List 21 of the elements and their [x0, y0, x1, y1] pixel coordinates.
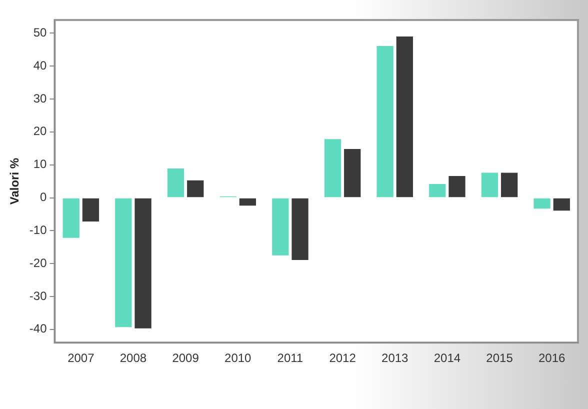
y-tick-label: -40	[29, 322, 48, 336]
x-tick-label: 2009	[172, 351, 200, 366]
y-tick-label: -20	[29, 256, 48, 270]
x-tick-label: 2015	[486, 351, 514, 366]
x-tick-label: 2016	[538, 351, 566, 366]
x-tick-label: 2008	[120, 351, 147, 366]
x-tick-label: 2012	[329, 351, 356, 366]
y-tick-label: 20	[33, 124, 48, 138]
y-tick-label: 0	[40, 190, 48, 204]
y-tick-label: 10	[33, 157, 48, 172]
y-tick-label: 50	[33, 25, 48, 40]
y-tick-label: -30	[29, 288, 48, 303]
y-tick-label: 40	[33, 58, 48, 72]
y-axis-title: Valori %	[8, 158, 22, 205]
x-tick-label: 2007	[68, 351, 95, 366]
x-tick-label: 2010	[224, 351, 252, 366]
y-tick-label: -10	[29, 222, 48, 237]
x-tick-label: 2013	[382, 351, 409, 366]
y-tick-label: 30	[33, 91, 48, 106]
x-tick-label: 2011	[277, 351, 304, 366]
x-tick-label: 2014	[434, 351, 461, 366]
